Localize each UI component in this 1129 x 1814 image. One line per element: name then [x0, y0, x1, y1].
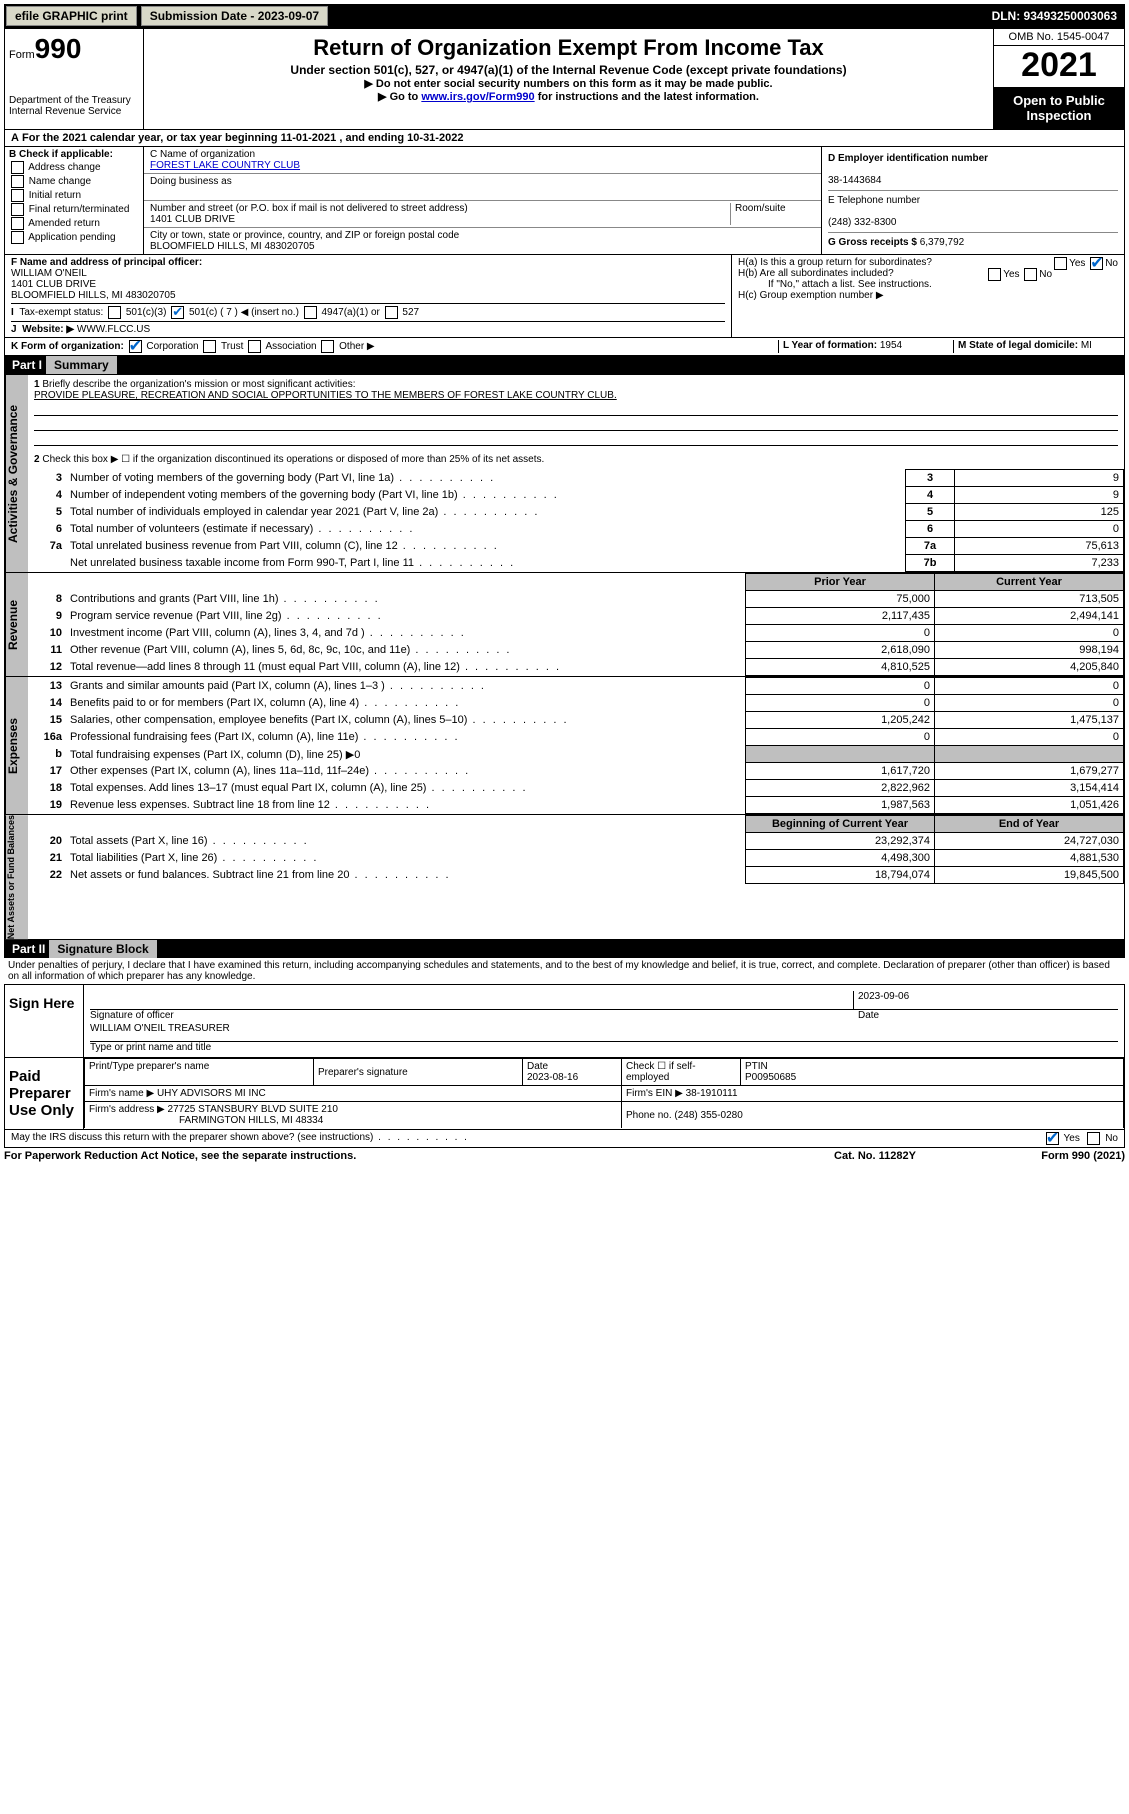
firm-addr: 27725 STANSBURY BLVD SUITE 210	[168, 1104, 338, 1115]
year-formation: 1954	[880, 340, 902, 351]
summary-line: 15 Salaries, other compensation, employe…	[28, 712, 1124, 729]
chk-group-no[interactable]	[1090, 257, 1103, 270]
chk-initial[interactable]: Initial return	[9, 189, 139, 202]
dept-treasury: Department of the Treasury	[9, 95, 139, 106]
summary-line: 8 Contributions and grants (Part VIII, l…	[28, 591, 1124, 608]
gross-receipts: 6,379,792	[920, 237, 965, 248]
chk-501c[interactable]	[171, 306, 184, 319]
revenue-block: Revenue Prior Year Current Year8 Contrib…	[4, 573, 1125, 677]
form-title: Return of Organization Exempt From Incom…	[150, 35, 987, 61]
summary-line: 12 Total revenue—add lines 8 through 11 …	[28, 659, 1124, 676]
summary-line: 19 Revenue less expenses. Subtract line …	[28, 797, 1124, 814]
firm-phone: (248) 355-0280	[674, 1110, 742, 1121]
website[interactable]: WWW.FLCC.US	[77, 324, 150, 335]
officer-print: WILLIAM O'NEIL TREASURER	[90, 1023, 1118, 1041]
netassets-block: Net Assets or Fund Balances Beginning of…	[4, 815, 1125, 940]
top-bar: efile GRAPHIC print Submission Date - 20…	[4, 4, 1125, 28]
chk-discuss-yes[interactable]	[1046, 1132, 1059, 1145]
summary-line: 6 Total number of volunteers (estimate i…	[28, 521, 1124, 538]
summary-line: 16a Professional fundraising fees (Part …	[28, 729, 1124, 746]
tax-year: 2021	[994, 46, 1124, 87]
part-i-header: Part ISummary	[4, 356, 1125, 374]
irs-label: Internal Revenue Service	[9, 106, 139, 117]
sidebar-netassets: Net Assets or Fund Balances	[5, 815, 28, 939]
firm-ein: 38-1910111	[686, 1088, 738, 1099]
box-d: D Employer identification number38-14436…	[822, 147, 1124, 254]
declaration: Under penalties of perjury, I declare th…	[4, 958, 1125, 984]
form-note1: ▶ Do not enter social security numbers o…	[150, 77, 987, 90]
chk-final[interactable]: Final return/terminated	[9, 203, 139, 216]
discuss-row: May the IRS discuss this return with the…	[4, 1130, 1125, 1148]
summary-line: 11 Other revenue (Part VIII, column (A),…	[28, 642, 1124, 659]
summary-line: 4 Number of independent voting members o…	[28, 487, 1124, 504]
form-header: Form990 Department of the Treasury Inter…	[4, 28, 1125, 130]
firm-name: UHY ADVISORS MI INC	[157, 1088, 266, 1099]
period-a: A For the 2021 calendar year, or tax yea…	[4, 130, 1125, 147]
ptin: P00950685	[745, 1072, 796, 1083]
governance-block: Activities & Governance 1 Briefly descri…	[4, 374, 1125, 573]
summary-line: 14 Benefits paid to or for members (Part…	[28, 695, 1124, 712]
box-c: C Name of organizationFOREST LAKE COUNTR…	[144, 147, 822, 254]
form-subtitle: Under section 501(c), 527, or 4947(a)(1)…	[150, 63, 987, 77]
box-b: B Check if applicable: Address change Na…	[5, 147, 144, 254]
prep-date: 2023-08-16	[527, 1072, 578, 1083]
sign-here-label: Sign Here	[5, 985, 84, 1057]
chk-name[interactable]: Name change	[9, 175, 139, 188]
state-domicile: MI	[1081, 340, 1092, 351]
form-note2: ▶ Go to www.irs.gov/Form990 for instruct…	[150, 90, 987, 103]
org-name[interactable]: FOREST LAKE COUNTRY CLUB	[150, 160, 300, 171]
ein: 38-1443684	[828, 175, 881, 186]
paid-preparer-label: Paid Preparer Use Only	[5, 1058, 84, 1129]
dln-label: DLN: 93493250003063	[992, 9, 1123, 23]
summary-line: 10 Investment income (Part VIII, column …	[28, 625, 1124, 642]
chk-amended[interactable]: Amended return	[9, 217, 139, 230]
sidebar-revenue: Revenue	[5, 573, 28, 676]
chk-address[interactable]: Address change	[9, 161, 139, 174]
mission-text: PROVIDE PLEASURE, RECREATION AND SOCIAL …	[34, 390, 617, 401]
sign-here-block: Sign Here 2023-09-06 Signature of office…	[4, 984, 1125, 1058]
irs-link[interactable]: www.irs.gov/Form990	[421, 91, 534, 103]
summary-line: 3 Number of voting members of the govern…	[28, 470, 1124, 487]
summary-line: 18 Total expenses. Add lines 13–17 (must…	[28, 780, 1124, 797]
summary-line: Net unrelated business taxable income fr…	[28, 555, 1124, 572]
officer-name: WILLIAM O'NEIL	[11, 268, 87, 279]
expenses-block: Expenses 13 Grants and similar amounts p…	[4, 677, 1125, 815]
section-fh: F Name and address of principal officer:…	[4, 255, 1125, 338]
efile-print-button[interactable]: efile GRAPHIC print	[6, 6, 137, 26]
chk-corp[interactable]	[129, 340, 142, 353]
chk-pending[interactable]: Application pending	[9, 231, 139, 244]
summary-line: 9 Program service revenue (Part VIII, li…	[28, 608, 1124, 625]
section-klm: K Form of organization: Corporation Trus…	[4, 338, 1125, 356]
summary-line: b Total fundraising expenses (Part IX, c…	[28, 746, 1124, 763]
sidebar-governance: Activities & Governance	[5, 375, 28, 572]
summary-line: 22 Net assets or fund balances. Subtract…	[28, 867, 1124, 884]
summary-line: 13 Grants and similar amounts paid (Part…	[28, 678, 1124, 695]
phone: (248) 332-8300	[828, 217, 896, 228]
sidebar-expenses: Expenses	[5, 677, 28, 814]
summary-line: 5 Total number of individuals employed i…	[28, 504, 1124, 521]
summary-line: 17 Other expenses (Part IX, column (A), …	[28, 763, 1124, 780]
section-bcd: B Check if applicable: Address change Na…	[4, 147, 1125, 255]
sig-date: 2023-09-06	[853, 991, 1118, 1009]
open-public: Open to Public Inspection	[994, 87, 1124, 129]
paid-preparer-block: Paid Preparer Use Only Print/Type prepar…	[4, 1058, 1125, 1130]
summary-line: 20 Total assets (Part X, line 16) 23,292…	[28, 833, 1124, 850]
page-footer: For Paperwork Reduction Act Notice, see …	[4, 1148, 1125, 1164]
omb-number: OMB No. 1545-0047	[994, 29, 1124, 46]
form-prefix: Form	[9, 49, 35, 61]
city: BLOOMFIELD HILLS, MI 483020705	[150, 241, 315, 252]
summary-line: 7a Total unrelated business revenue from…	[28, 538, 1124, 555]
form-number: 990	[35, 33, 82, 64]
summary-line: 21 Total liabilities (Part X, line 26) 4…	[28, 850, 1124, 867]
street: 1401 CLUB DRIVE	[150, 214, 235, 225]
part-ii-header: Part IISignature Block	[4, 940, 1125, 958]
submission-date: Submission Date - 2023-09-07	[141, 6, 328, 26]
form-number-block: Form990 Department of the Treasury Inter…	[5, 29, 144, 129]
